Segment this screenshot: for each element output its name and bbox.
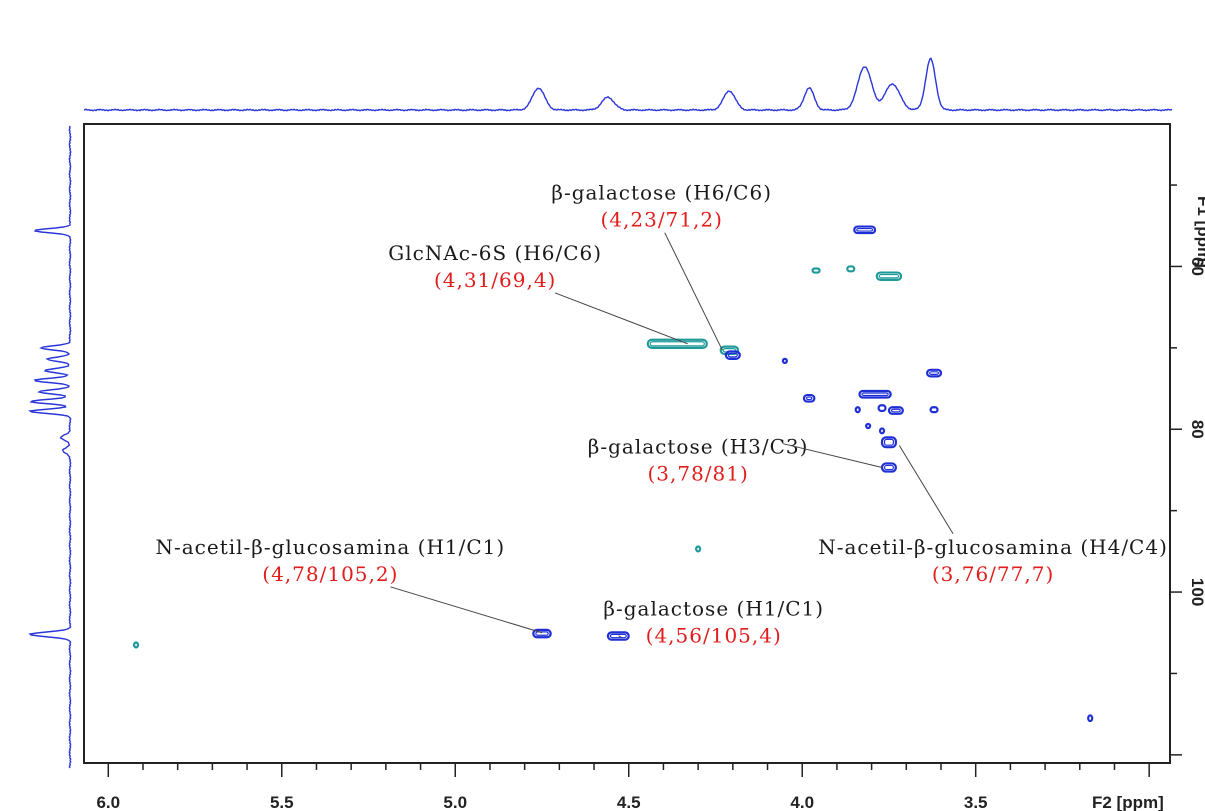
cross-peak	[926, 368, 943, 378]
cross-peak	[811, 267, 821, 274]
peak-annotation: β-galactose (H1/C1) (4,56/105,4)	[603, 597, 824, 648]
cross-peak	[646, 338, 708, 349]
annotation-name: β-galactose (H1/C1)	[603, 597, 824, 621]
x-tick-label: 5.5	[270, 793, 294, 811]
annotation-leader	[898, 445, 954, 535]
annotation-name: β-galactose (H6/C6)	[551, 181, 772, 205]
cross-peak	[877, 404, 887, 413]
annotation-value: (3,78/81)	[647, 462, 748, 486]
plot-frame	[83, 123, 1171, 764]
y-tick-label: 100	[1188, 578, 1205, 606]
cross-peak	[606, 631, 630, 641]
cross-peak	[132, 641, 140, 649]
x-axis-title: F2 [ppm]	[1092, 793, 1164, 811]
f1-projection-trace	[28, 125, 72, 769]
f2-projection-trace	[83, 57, 1173, 112]
f2-axis: 6.0 5.5 5.0 4.5 4.0 3.5	[96, 763, 1150, 811]
x-tick-label: 3.5	[964, 793, 988, 811]
x-tick-label: 6.0	[96, 793, 120, 811]
cross-peak	[854, 406, 861, 414]
y-tick-label: 80	[1188, 420, 1205, 439]
cross-peak	[865, 422, 872, 430]
cross-peak	[875, 271, 903, 281]
cross-peak	[853, 225, 877, 235]
y-axis-title: F1 [ppm]	[1194, 196, 1205, 268]
annotation-value: (3,76/77,7)	[932, 562, 1054, 586]
annotation-value: (4,56/105,4)	[646, 624, 782, 648]
x-tick-label: 5.0	[443, 793, 467, 811]
cross-peak	[880, 436, 897, 449]
x-tick-label: 4.5	[617, 793, 641, 811]
annotation-value: (4,23/71,2)	[600, 208, 722, 232]
cross-peak	[781, 357, 788, 365]
annotation-value: (4,78/105,2)	[262, 562, 398, 586]
annotation-leader	[618, 635, 623, 639]
annotation-name: GlcNAc-6S (H6/C6)	[388, 241, 602, 265]
annotation-leader	[390, 586, 543, 634]
x-tick-label: 4.0	[790, 793, 814, 811]
cross-peak	[802, 393, 816, 403]
annotation-name: N-acetil-β-glucosamina (H4/C4)	[818, 535, 1168, 559]
cross-peak	[887, 406, 904, 415]
annotation-leader	[783, 443, 883, 468]
annotation-value: (4,31/69,4)	[434, 268, 556, 292]
cross-peak	[532, 628, 552, 639]
cross-peak	[719, 345, 740, 356]
cross-peak	[846, 265, 856, 273]
cross-peak	[724, 350, 741, 360]
cross-peak	[929, 406, 939, 414]
peak-annotations: β-galactose (H6/C6) (4,23/71,2) GlcNAc-6S …	[155, 181, 1168, 648]
cross-peaks	[132, 225, 1094, 723]
f1-projection	[28, 125, 72, 769]
y-tick-label: 60	[1188, 257, 1205, 276]
cross-peak	[880, 462, 897, 473]
annotation-name: N-acetil-β-glucosamina (H1/C1)	[155, 535, 505, 559]
f2-projection	[83, 57, 1173, 112]
peak-annotation: GlcNAc-6S (H6/C6) (4,31/69,4)	[388, 241, 688, 345]
f1-axis: 60 80 100	[1170, 184, 1205, 756]
peak-annotation: N-acetil-β-glucosamina (H1/C1) (4,78/105,…	[155, 535, 543, 634]
annotation-leader	[554, 292, 688, 345]
annotation-name: β-galactose (H3/C3)	[588, 435, 809, 459]
peak-annotation: N-acetil-β-glucosamina (H4/C4) (3,76/77,7…	[818, 445, 1168, 586]
cross-peak	[878, 427, 886, 435]
cross-peak	[695, 545, 702, 553]
peak-annotation: β-galactose (H6/C6) (4,23/71,2)	[551, 181, 772, 351]
cross-peak	[858, 389, 892, 399]
peak-annotation: β-galactose (H3/C3) (3,78/81)	[588, 435, 883, 486]
cross-peak	[1087, 714, 1094, 723]
annotation-leader	[664, 232, 723, 351]
